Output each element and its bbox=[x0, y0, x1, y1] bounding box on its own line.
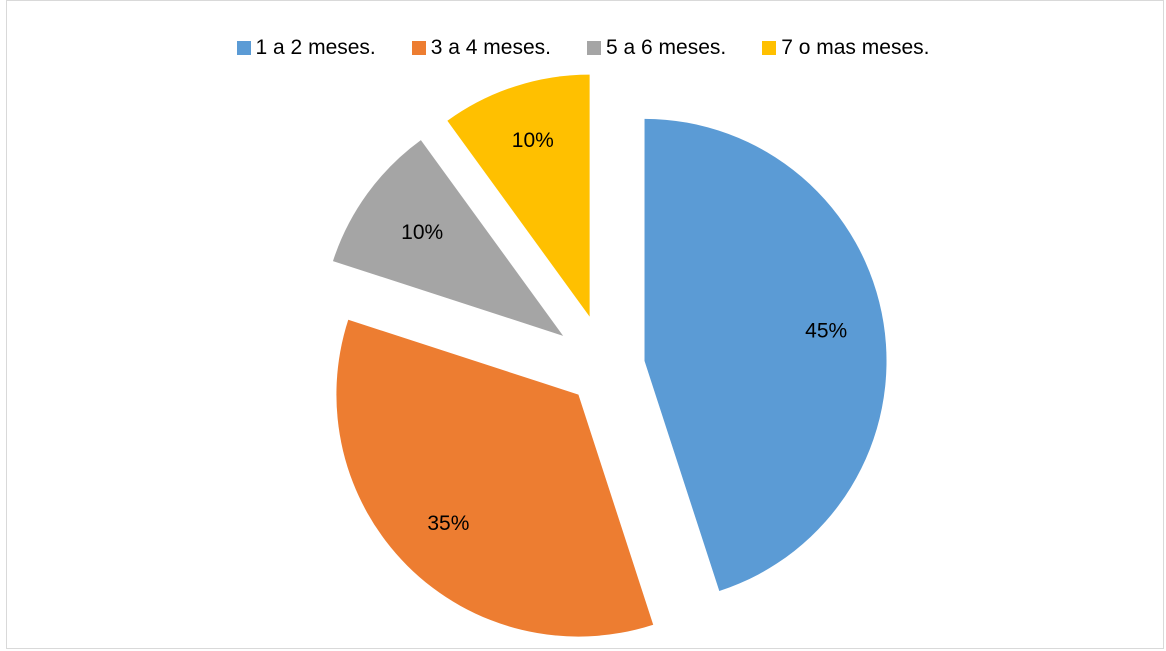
legend-label-2: 3 a 4 meses. bbox=[430, 36, 551, 59]
legend-item-4: 7 o mas meses. bbox=[762, 36, 929, 60]
legend-label-4: 7 o mas meses. bbox=[781, 36, 930, 59]
data-label-2: 35% bbox=[427, 512, 469, 535]
legend-label-3: 5 a 6 meses. bbox=[606, 36, 727, 59]
legend-item-2: 3 a 4 meses. bbox=[411, 36, 551, 60]
chart-legend: 1 a 2 meses. 3 a 4 meses. 5 a 6 meses. 7… bbox=[0, 36, 1166, 60]
pie-slice-3 bbox=[332, 140, 564, 336]
data-label-4: 10% bbox=[512, 129, 554, 152]
legend-swatch-3 bbox=[587, 41, 601, 55]
legend-item-1: 1 a 2 meses. bbox=[236, 36, 376, 60]
pie-slice-2 bbox=[336, 319, 654, 637]
legend-item-3: 5 a 6 meses. bbox=[587, 36, 726, 60]
pie-slice-1 bbox=[644, 118, 887, 592]
legend-label-1: 1 a 2 meses. bbox=[255, 36, 376, 59]
data-label-1: 45% bbox=[805, 320, 847, 343]
pie-slice-4 bbox=[447, 74, 590, 317]
legend-swatch-4 bbox=[762, 41, 777, 55]
legend-swatch-1 bbox=[236, 41, 251, 55]
data-label-3: 10% bbox=[401, 221, 443, 244]
legend-swatch-2 bbox=[411, 41, 426, 55]
